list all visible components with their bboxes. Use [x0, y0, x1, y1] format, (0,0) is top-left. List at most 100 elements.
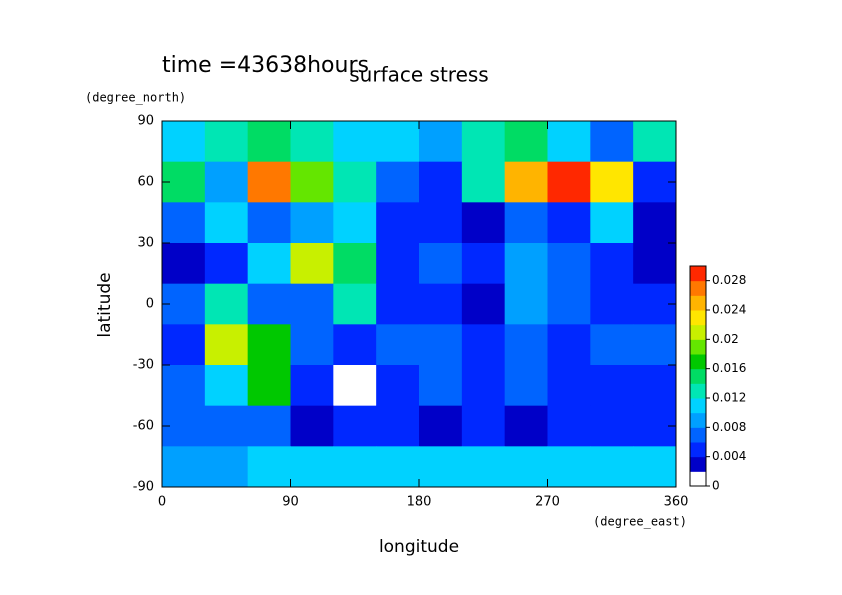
colorbar-tick-label: 0.004 [712, 449, 746, 463]
contour-cell [633, 121, 677, 163]
contour-cell [547, 365, 591, 407]
contour-cell [547, 405, 591, 447]
contour-cell [376, 283, 420, 325]
contour-cell [504, 243, 548, 285]
y-tick-label: 60 [137, 175, 154, 190]
colorbar-swatch [690, 456, 706, 472]
chart-title: surface stress [349, 63, 488, 87]
colorbar-swatch [690, 398, 706, 414]
contour-cell [333, 405, 377, 447]
colorbar-tick-label: 0.024 [712, 303, 746, 317]
contour-cell [419, 161, 463, 203]
contour-cell [504, 202, 548, 244]
contour-cell [333, 324, 377, 366]
contour-cell [461, 365, 506, 407]
contour-cell [162, 121, 206, 163]
contour-cell [376, 121, 420, 163]
contour-cell [162, 446, 206, 488]
contour-cell [204, 283, 249, 325]
contour-cell [247, 324, 291, 366]
contour-cell [247, 243, 291, 285]
y-unit: (degree_north) [85, 91, 186, 105]
contour-cell [247, 365, 291, 407]
contour-cell [204, 405, 249, 447]
contour-cell [547, 161, 591, 203]
colorbar-tick-label: 0.016 [712, 361, 746, 375]
contour-cell [461, 446, 506, 488]
colorbar-swatch [690, 412, 706, 428]
contour-cell [162, 365, 206, 407]
contour-cell [290, 365, 334, 407]
contour-cell [376, 161, 420, 203]
contour-cell [590, 243, 634, 285]
contour-cell [333, 121, 377, 163]
contour-cell [333, 446, 377, 488]
contour-cell [590, 324, 634, 366]
contour-cell [204, 446, 249, 488]
contour-cell [162, 202, 206, 244]
contour-cell [333, 283, 377, 325]
colorbar-frame [689, 265, 707, 487]
contour-cell [333, 202, 377, 244]
contour-cell [376, 202, 420, 244]
contour-cell [290, 405, 334, 447]
contour-cell [376, 405, 420, 447]
contour-cell [590, 121, 634, 163]
colorbar-tick-label: 0.008 [712, 420, 746, 434]
contour-cell [633, 324, 677, 366]
contour-cell [461, 202, 506, 244]
y-tick-label: -90 [133, 480, 154, 495]
contour-cell [247, 121, 291, 163]
colorbar-swatch [690, 368, 706, 384]
colorbar-tick-label: 0 [712, 479, 720, 493]
contour-cell [547, 202, 591, 244]
contour-cell [204, 121, 249, 163]
contour-cell [547, 121, 591, 163]
contour-cell [590, 365, 634, 407]
contour-cell [419, 405, 463, 447]
contour-cell [204, 161, 249, 203]
colorbar-swatch [690, 471, 706, 487]
contour-cell [547, 283, 591, 325]
contour-cell [461, 283, 506, 325]
x-axis-label: longitude [379, 537, 459, 557]
contour-cell [247, 446, 291, 488]
contour-cell [504, 365, 548, 407]
colorbar-tick-label: 0.028 [712, 273, 746, 287]
x-tick-label: 360 [664, 495, 689, 510]
contour-cell [461, 324, 506, 366]
colorbar-swatch [690, 295, 706, 311]
contour-cell [461, 161, 506, 203]
colorbar-tick-label: 0.02 [712, 332, 739, 346]
contour-cell [461, 243, 506, 285]
contour-cell [590, 446, 634, 488]
y-axis-label: latitude [95, 272, 115, 337]
colorbar-tick-label: 0.012 [712, 391, 746, 405]
contour-cell [247, 405, 291, 447]
contour-cell [590, 405, 634, 447]
contour-cell [204, 365, 249, 407]
contour-cell [419, 202, 463, 244]
contour-cell [461, 405, 506, 447]
colorbar-swatch [690, 339, 706, 355]
contour-cell [504, 161, 548, 203]
contour-cell [290, 243, 334, 285]
contour-cell [333, 243, 377, 285]
contour-cell [633, 243, 677, 285]
contour-cell [419, 365, 463, 407]
contour-cell [247, 283, 291, 325]
x-tick-label: 0 [158, 495, 166, 510]
contour-cell [633, 446, 677, 488]
contour-cell [590, 283, 634, 325]
contour-cell [204, 243, 249, 285]
colorbar-swatch [690, 427, 706, 443]
contour-cell [247, 161, 291, 203]
colorbar-swatch [690, 266, 706, 282]
contour-cell [419, 324, 463, 366]
contour-cell [419, 446, 463, 488]
contour-cell [504, 324, 548, 366]
contour-cell [376, 365, 420, 407]
contour-cell [590, 161, 634, 203]
